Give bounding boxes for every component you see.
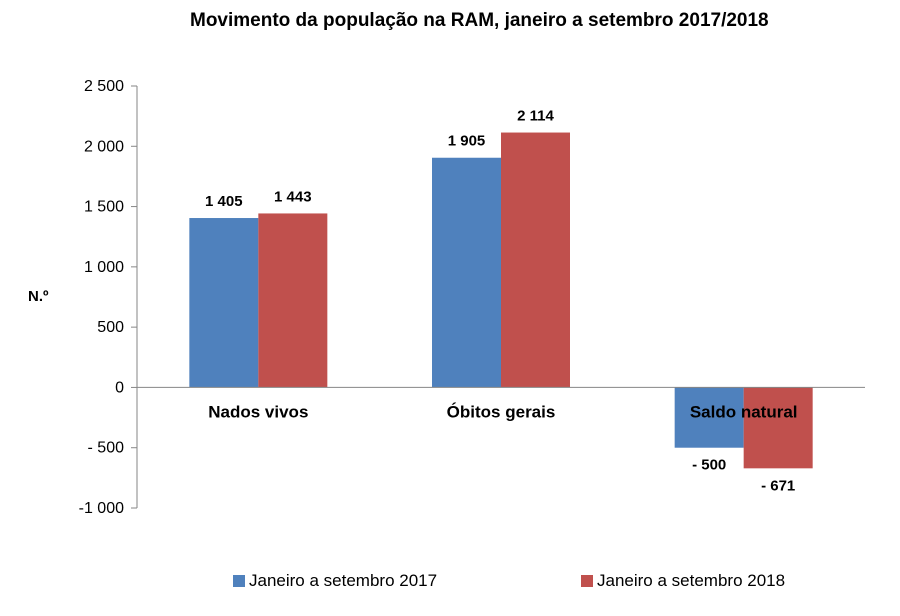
bar-2018-0	[258, 213, 328, 388]
legend-swatch-2017	[233, 575, 245, 587]
bar-2017-2	[674, 387, 744, 448]
data-label: 1 405	[205, 193, 243, 210]
y-tick-label: -1 000	[79, 500, 124, 517]
category-label: Nados vivos	[208, 402, 308, 421]
data-label: 1 905	[448, 133, 486, 150]
legend-swatch-2018	[581, 575, 593, 587]
y-tick-label: - 500	[88, 440, 125, 457]
y-tick-label: 1 000	[84, 259, 124, 276]
data-label: - 500	[692, 457, 726, 474]
y-tick-label: 2 000	[84, 138, 124, 155]
bar-2018-1	[501, 132, 570, 388]
y-tick-label: 2 500	[84, 78, 124, 95]
legend-label-2017: Janeiro a setembro 2017	[249, 571, 438, 590]
bar-2018-2	[743, 387, 813, 469]
category-label: Saldo natural	[690, 402, 798, 421]
bar-2017-1	[432, 157, 501, 388]
bar-2017-0	[189, 218, 259, 388]
data-label: 2 114	[517, 108, 554, 125]
data-label: - 671	[761, 477, 795, 494]
category-label: Óbitos gerais	[447, 402, 556, 421]
legend-item-2018: Janeiro a setembro 2018	[581, 571, 785, 591]
data-label: 1 443	[274, 188, 312, 205]
legend-label-2018: Janeiro a setembro 2018	[597, 571, 786, 590]
y-axis-label: N.º	[28, 288, 49, 305]
y-tick-label: 1 500	[84, 199, 124, 216]
y-tick-label: 500	[97, 319, 124, 336]
y-tick-label: 0	[115, 379, 124, 396]
chart-title: Movimento da população na RAM, janeiro a…	[190, 10, 769, 31]
legend-item-2017: Janeiro a setembro 2017	[233, 571, 437, 591]
